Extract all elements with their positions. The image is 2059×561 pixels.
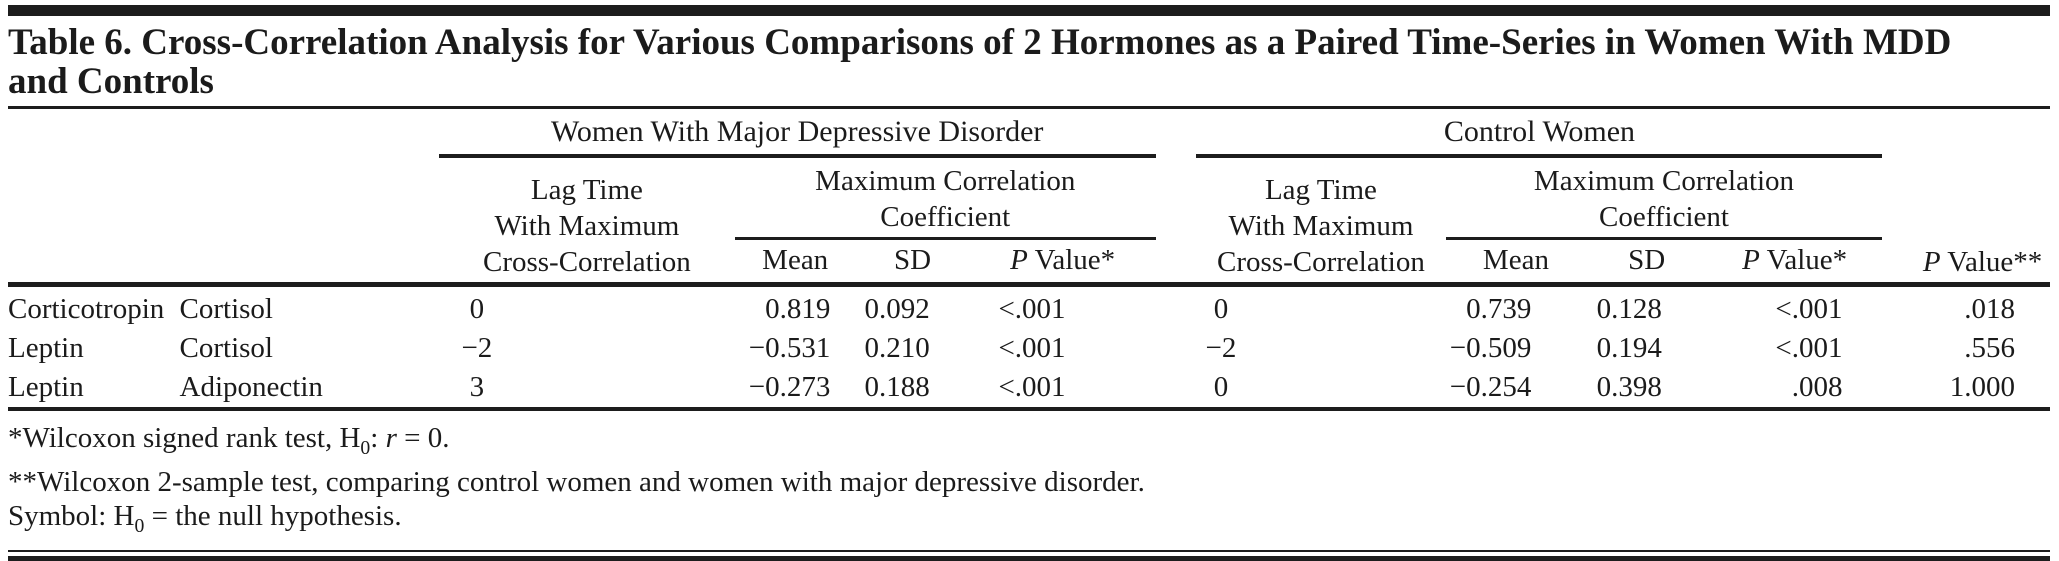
maxcorr-header-line: Coefficient [1599, 201, 1729, 233]
lag-header-line: With Maximum [494, 210, 680, 242]
column-gap [1156, 329, 1197, 368]
col-header-p-control: P Value* [1706, 238, 1883, 287]
cell-hormone-1: Corticotropin [8, 293, 165, 325]
cell-mdd-mean: −0.273 [734, 368, 856, 411]
col-header-p-mdd: P Value* [969, 238, 1156, 287]
bottom-double-rule [8, 549, 2050, 561]
column-gap [1155, 238, 1197, 287]
cell-control-p-value: .008 [1706, 368, 1883, 411]
column-gap [1882, 285, 1915, 330]
maxcorr-header-line: Maximum Correlation [815, 165, 1076, 197]
subheader-row: Lag Time With Maximum Cross-Correlation … [8, 156, 2050, 287]
cell-mdd-mean: 0.819 [765, 293, 831, 325]
column-gap [1882, 329, 1915, 368]
group-header-mdd: Women With Major Depressive Disorder [438, 107, 1156, 158]
lag-header-line: With Maximum [1228, 210, 1414, 242]
cell-mdd-lag: 3 [438, 368, 735, 411]
table-title-line-1: Table 6. Cross-Correlation Analysis for … [8, 22, 1952, 63]
cell-mdd-sd: 0.188 [855, 368, 970, 411]
blank-cell [8, 156, 439, 239]
cell-mdd-p-value: <.001 [969, 368, 1156, 411]
footnote-wilcoxon-2-sample: **Wilcoxon 2-sample test, comparing cont… [8, 465, 1145, 498]
cell-p-between: .556 [1964, 332, 2015, 364]
top-rule-bar [8, 5, 2050, 16]
cell-control-p-value: <.001 [1775, 332, 1843, 364]
footnote-wilcoxon-signed-rank: *Wilcoxon signed rank test, H0: r = 0. [8, 422, 450, 459]
maxcorr-header-line: Maximum Correlation [1533, 165, 1795, 197]
col-header-sd-control: SD [1586, 238, 1707, 287]
blank-cell [1882, 108, 2050, 157]
col-header-lag-control: Lag Time With Maximum Cross-Correlation [1196, 156, 1446, 287]
cell-hormone-2: Cortisol [179, 293, 273, 325]
footnote-symbol-definition: Symbol: H0 = the null hypothesis. [8, 499, 402, 537]
footnotes: *Wilcoxon signed rank test, H0: r = 0. *… [8, 421, 2050, 543]
cell-mdd-lag: −2 [461, 332, 493, 364]
group-header-control: Control Women [1196, 107, 1883, 158]
blank-cell [8, 238, 439, 287]
col-header-maxcorr-control: Maximum Correlation Coefficient [1445, 156, 1883, 240]
column-gap [1882, 238, 1916, 287]
col-header-sd-mdd: SD [855, 238, 970, 287]
cell-control-lag: 0 [1196, 368, 1446, 411]
table-row: Leptin Adiponectin 3 −0.273 0.188 <.001 … [8, 368, 2050, 411]
lag-header-line: Cross-Correlation [482, 246, 691, 278]
column-gap [1882, 156, 1915, 239]
column-gap [1156, 108, 1197, 157]
group-header-row: Women With Major Depressive Disorder Con… [8, 107, 2050, 158]
cross-correlation-table: Women With Major Depressive Disorder Con… [8, 106, 2050, 411]
cell-control-p-value: <.001 [1775, 293, 1843, 325]
cell-control-sd: 0.194 [1596, 332, 1662, 364]
cell-control-mean: −0.509 [1449, 332, 1532, 364]
cell-mdd-p-value: <.001 [998, 332, 1066, 364]
cell-hormone-2: Adiponectin [179, 368, 439, 411]
maxcorr-header-line: Coefficient [880, 201, 1011, 233]
table-row: Corticotropin Cortisol 0 0.819 0.092 <.0… [8, 285, 2050, 330]
cell-p-between: 1.000 [1915, 368, 2050, 411]
col-header-mean-control: Mean [1445, 238, 1587, 287]
blank-cell [8, 108, 439, 157]
col-header-lag-mdd: Lag Time With Maximum Cross-Correlation [438, 156, 735, 287]
column-gap [1156, 156, 1197, 239]
col-header-mean-mdd: Mean [734, 238, 856, 287]
cell-control-sd: 0.398 [1586, 368, 1707, 411]
column-gap [1882, 368, 1916, 411]
cell-mdd-sd: 0.092 [864, 293, 930, 325]
cell-control-sd: 0.128 [1596, 293, 1662, 325]
cell-hormone-2: Cortisol [179, 332, 273, 364]
cell-control-mean: 0.739 [1466, 293, 1532, 325]
column-gap [1155, 368, 1197, 411]
lag-header-line: Cross-Correlation [1217, 246, 1425, 278]
lag-header-line: Lag Time [1264, 174, 1377, 206]
cell-control-mean: −0.254 [1445, 368, 1587, 411]
stat-header-row: Mean SD P Value* Mean SD P Value* [8, 238, 2050, 287]
lag-header-line: Lag Time [530, 174, 643, 206]
cell-hormone-1: Leptin [8, 368, 180, 411]
col-header-maxcorr-mdd: Maximum Correlation Coefficient [734, 156, 1156, 240]
cell-mdd-lag: 0 [469, 293, 485, 325]
cell-mdd-p-value: <.001 [998, 293, 1066, 325]
table-title-line-2: and Controls [8, 61, 214, 102]
cell-p-between: .018 [1964, 293, 2015, 325]
table-title: Table 6. Cross-Correlation Analysis for … [8, 23, 2050, 101]
cell-mdd-mean: −0.531 [748, 332, 831, 364]
col-header-p-between: P Value** [1915, 156, 2050, 287]
cell-hormone-1: Leptin [8, 332, 84, 364]
cell-control-lag: 0 [1213, 293, 1229, 325]
cell-control-lag: −2 [1205, 332, 1237, 364]
cell-mdd-sd: 0.210 [864, 332, 930, 364]
table-row: Leptin Cortisol −2 −0.531 0.210 <.001 −2… [8, 329, 2050, 368]
column-gap [1156, 285, 1197, 330]
